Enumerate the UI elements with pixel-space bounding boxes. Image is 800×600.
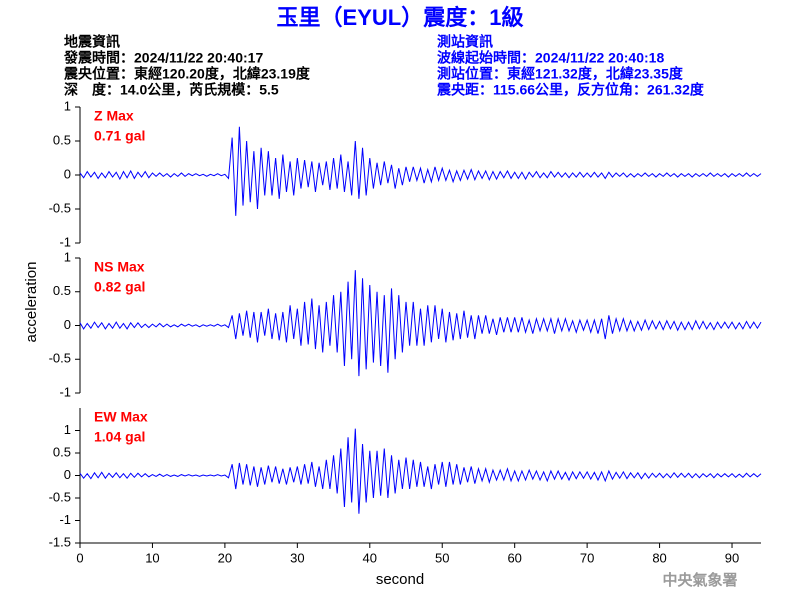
y-tick-label: -1.5 xyxy=(49,534,71,549)
y-tick-label: 0.5 xyxy=(53,132,71,147)
x-tick-label: 40 xyxy=(363,550,377,565)
waveform xyxy=(79,270,762,377)
y-tick-label: 0.5 xyxy=(53,444,71,459)
y-tick-label: -1 xyxy=(59,512,71,527)
info-line: 地震資訊 xyxy=(64,34,120,50)
component-label: EW Max xyxy=(94,409,148,425)
info-line: 測站位置：東經121.32度，北緯23.35度 xyxy=(437,66,684,82)
waveform xyxy=(79,428,762,514)
y-tick-label: 0 xyxy=(64,166,71,181)
info-line: 震央距：115.66公里，反方位角：261.32度 xyxy=(436,82,705,98)
y-tick-label: 1 xyxy=(64,422,71,437)
info-line: 波線起始時間：2024/11/22 20:40:18 xyxy=(437,50,664,66)
y-tick-label: -1 xyxy=(59,234,71,249)
y-tick-label: 0 xyxy=(64,467,71,482)
x-tick-label: 20 xyxy=(218,550,232,565)
footer: 中央氣象署 xyxy=(662,571,737,589)
x-tick-label: 90 xyxy=(725,550,739,565)
x-tick-label: 0 xyxy=(76,550,83,565)
max-label: 0.82 gal xyxy=(94,279,145,295)
waveform xyxy=(79,126,762,216)
y-tick-label: 0.5 xyxy=(53,283,71,298)
x-tick-label: 50 xyxy=(435,550,449,565)
title: 玉里（EYUL）震度：1級 xyxy=(277,5,524,30)
x-axis-label: second xyxy=(376,571,424,588)
info-line: 震央位置：東經120.20度，北緯23.19度 xyxy=(63,66,311,82)
info-line: 測站資訊 xyxy=(437,34,493,50)
max-label: 1.04 gal xyxy=(94,429,145,445)
y-tick-label: 1 xyxy=(64,249,71,264)
component-label: Z Max xyxy=(94,108,134,124)
max-label: 0.71 gal xyxy=(94,128,145,144)
y-tick-label: -1 xyxy=(59,384,71,399)
y-tick-label: 1 xyxy=(64,98,71,113)
x-tick-label: 30 xyxy=(290,550,304,565)
y-tick-label: 0 xyxy=(64,317,71,332)
component-label: NS Max xyxy=(94,259,145,275)
x-tick-label: 70 xyxy=(580,550,594,565)
y-tick-label: -0.5 xyxy=(49,351,71,366)
info-line: 發震時間：2024/11/22 20:40:17 xyxy=(63,50,263,66)
x-tick-label: 80 xyxy=(652,550,666,565)
x-tick-label: 60 xyxy=(507,550,521,565)
y-tick-label: -0.5 xyxy=(49,489,71,504)
y-axis-label: acceleration xyxy=(23,262,40,343)
info-line: 深 度：14.0公里，芮氏規模：5.5 xyxy=(64,82,279,98)
y-tick-label: -0.5 xyxy=(49,200,71,215)
x-tick-label: 10 xyxy=(145,550,159,565)
